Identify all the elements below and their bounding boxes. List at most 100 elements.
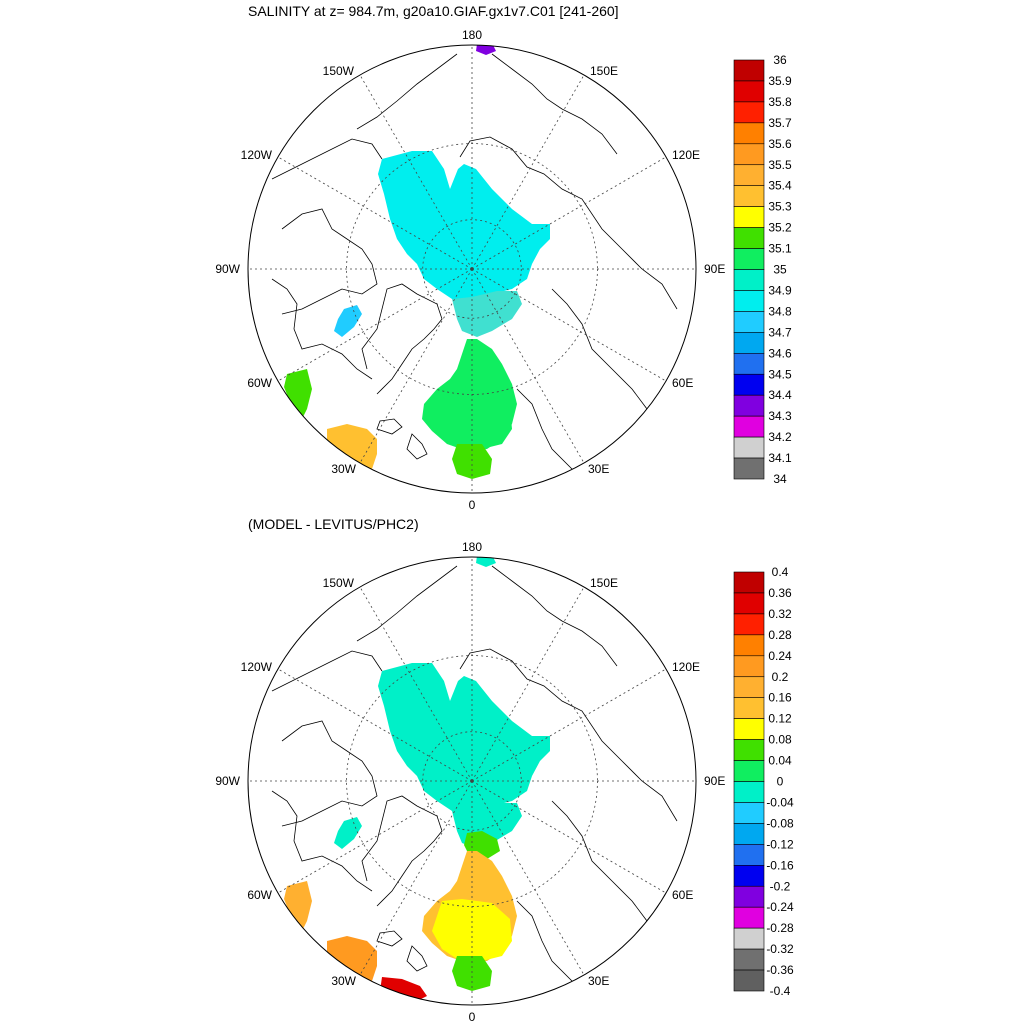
colorbar-label: -0.16 bbox=[766, 858, 794, 872]
colorbar-swatch bbox=[733, 436, 765, 459]
colorbar-label: 34.8 bbox=[768, 304, 792, 318]
colorbar-swatch bbox=[733, 394, 765, 417]
colorbar-swatch bbox=[733, 101, 765, 124]
longitude-label: 90E bbox=[704, 774, 725, 788]
region-iceland-shelf bbox=[452, 444, 492, 479]
region-atlantic-south-red bbox=[380, 977, 427, 1001]
longitude-line bbox=[359, 586, 473, 782]
coastline bbox=[271, 278, 373, 380]
longitude-label: 90W bbox=[215, 262, 240, 276]
longitude-label: 120E bbox=[672, 660, 700, 674]
colorbar-label: 0.36 bbox=[768, 586, 792, 600]
colorbar-label: 0.32 bbox=[768, 607, 792, 621]
colorbar-swatch bbox=[733, 718, 765, 740]
colorbar-label: 34.2 bbox=[768, 430, 792, 444]
colorbar-swatch bbox=[733, 676, 765, 699]
colorbar-label: 35.1 bbox=[768, 242, 792, 256]
colorbar: 0.4 0.36 0.32 0.28 0.24 0.2 0.16 0.12 0.08 0.04 0 -… bbox=[733, 565, 794, 998]
region-baffin bbox=[334, 817, 362, 849]
longitude-line bbox=[471, 74, 585, 270]
colorbar-label: -0.12 bbox=[766, 837, 794, 851]
longitude-label: 30E bbox=[588, 974, 609, 988]
longitude-label: 60E bbox=[672, 376, 693, 390]
colorbar-swatch bbox=[733, 415, 765, 438]
colorbar-label: 36 bbox=[773, 53, 787, 67]
longitude-label: 30E bbox=[588, 462, 609, 476]
colorbar-label: 35.8 bbox=[768, 95, 792, 109]
colorbar-swatch bbox=[733, 613, 765, 636]
colorbar-swatch bbox=[733, 781, 765, 803]
colorbar-swatch bbox=[733, 352, 765, 375]
region-labrador bbox=[284, 369, 312, 419]
colorbar-swatch bbox=[733, 760, 765, 782]
map-content bbox=[248, 45, 696, 493]
longitude-label: 0 bbox=[469, 498, 476, 512]
coastline bbox=[516, 388, 628, 475]
coastline bbox=[271, 138, 383, 180]
colorbar-label: 34.1 bbox=[768, 451, 792, 465]
longitude-label: 150W bbox=[323, 576, 355, 590]
latitude-circle bbox=[422, 731, 522, 831]
colorbar-label: 0.2 bbox=[772, 670, 789, 684]
longitude-label: 150E bbox=[590, 576, 618, 590]
longitude-line bbox=[359, 268, 473, 464]
longitude-line bbox=[277, 780, 473, 894]
colorbar-label: 34.9 bbox=[768, 283, 792, 297]
region-baffin bbox=[334, 305, 362, 337]
colorbar-label: 34.7 bbox=[768, 325, 792, 339]
colorbar-label: 35.9 bbox=[768, 74, 792, 88]
colorbar-label: 35.4 bbox=[768, 179, 792, 193]
colorbar-label: 34 bbox=[773, 472, 787, 486]
colorbar-swatch bbox=[733, 59, 765, 82]
colorbar-label: 0.12 bbox=[768, 712, 792, 726]
colorbar-swatch bbox=[733, 634, 765, 657]
colorbar-label: 0.4 bbox=[772, 565, 789, 579]
region-eurasian-deep bbox=[452, 291, 522, 337]
map-panel-difference: 180 150E 120E 90E 60E 30E 0 30W 60W 90W 120W 150W 0.… bbox=[215, 540, 794, 1024]
longitude-line bbox=[277, 668, 473, 782]
colorbar-label: 0.24 bbox=[768, 649, 792, 663]
longitude-label: 30W bbox=[331, 974, 356, 988]
colorbar-swatch bbox=[733, 80, 765, 103]
colorbar-label: -0.24 bbox=[766, 900, 794, 914]
colorbar-label: -0.28 bbox=[766, 921, 794, 935]
colorbar-swatch bbox=[733, 164, 765, 187]
colorbar-label: 35.7 bbox=[768, 116, 792, 130]
colorbar-label: -0.4 bbox=[770, 984, 791, 998]
map-panel-salinity: 180 150E 120E 90E 60E 30E 0 30W 60W 90W 120W 150W 36… bbox=[215, 28, 792, 512]
coastline bbox=[516, 900, 628, 987]
coastline bbox=[281, 720, 378, 827]
colorbar-swatch bbox=[733, 969, 765, 992]
longitude-label: 0 bbox=[469, 1010, 476, 1024]
longitude-label: 180 bbox=[462, 540, 482, 554]
colorbar-label: 35.5 bbox=[768, 158, 792, 172]
colorbar-swatch bbox=[733, 571, 765, 594]
colorbar-swatch bbox=[733, 227, 765, 249]
colorbar-label: -0.36 bbox=[766, 963, 794, 977]
colorbar-swatch bbox=[733, 655, 765, 678]
map-content bbox=[248, 557, 696, 1005]
colorbar-label: 0.28 bbox=[768, 628, 792, 642]
longitude-label: 150E bbox=[590, 64, 618, 78]
coastline bbox=[376, 930, 403, 947]
coastline bbox=[491, 53, 618, 155]
map-boundary bbox=[247, 44, 697, 494]
colorbar-swatch bbox=[733, 122, 765, 145]
longitude-label: 120W bbox=[241, 660, 273, 674]
longitude-label: 60W bbox=[247, 888, 272, 902]
region-central-arctic bbox=[378, 663, 550, 811]
coastline bbox=[271, 790, 373, 892]
longitude-line bbox=[359, 780, 473, 976]
coastline bbox=[551, 288, 658, 430]
colorbar-label: -0.08 bbox=[766, 816, 794, 830]
colorbar-swatch bbox=[733, 864, 765, 887]
colorbar-label: 34.4 bbox=[768, 388, 792, 402]
longitude-line bbox=[277, 268, 473, 382]
colorbar-label: -0.32 bbox=[766, 942, 794, 956]
colorbar-swatch bbox=[733, 739, 765, 761]
coastline bbox=[281, 208, 378, 315]
panel-title-difference: (MODEL - LEVITUS/PHC2) bbox=[248, 516, 419, 532]
colorbar-label: 0 bbox=[777, 775, 784, 789]
longitude-label: 60W bbox=[247, 376, 272, 390]
